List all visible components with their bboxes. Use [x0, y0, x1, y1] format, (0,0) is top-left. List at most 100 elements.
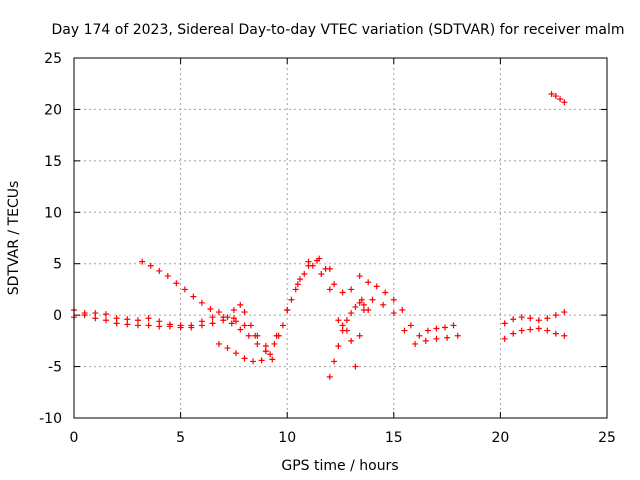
data-point: [254, 332, 261, 339]
data-point: [552, 330, 559, 337]
data-point: [209, 314, 216, 321]
series-track-l: [501, 309, 568, 327]
data-point: [444, 334, 451, 341]
y-tick-label: 25: [44, 51, 62, 67]
data-point: [237, 326, 244, 333]
data-point: [220, 314, 227, 321]
data-point: [190, 293, 197, 300]
data-point: [535, 325, 542, 332]
data-point: [102, 317, 109, 324]
series-track-f: [230, 255, 333, 349]
data-point: [267, 351, 274, 358]
data-point: [548, 91, 555, 97]
data-point: [262, 348, 269, 355]
data-point: [390, 296, 397, 303]
data-point: [177, 322, 184, 329]
y-tick-label: 20: [44, 102, 62, 118]
y-tick-label: -5: [48, 360, 62, 376]
data-point: [156, 323, 163, 330]
data-point: [352, 303, 359, 310]
data-point: [399, 307, 406, 313]
data-point: [198, 322, 205, 329]
data-point: [262, 343, 269, 349]
data-point: [241, 322, 248, 329]
data-point: [450, 322, 457, 329]
data-point: [245, 332, 252, 339]
data-point: [326, 373, 333, 380]
data-point: [454, 332, 461, 339]
data-point: [544, 327, 551, 334]
data-point: [369, 296, 376, 303]
data-point: [343, 327, 350, 334]
data-point: [81, 312, 88, 319]
data-point: [356, 299, 363, 306]
data-point: [527, 315, 534, 322]
data-point: [326, 265, 333, 272]
data-point: [552, 93, 559, 100]
x-tick-label: 5: [176, 430, 185, 446]
data-point: [335, 343, 342, 349]
y-tick-label: 10: [44, 205, 62, 221]
data-point: [102, 311, 109, 318]
data-point: [284, 307, 291, 313]
x-tick-label: 0: [70, 430, 79, 446]
data-point: [352, 363, 359, 370]
data-point: [237, 301, 244, 308]
data-point: [356, 332, 363, 339]
data-point: [348, 286, 355, 293]
plot-frame: [73, 57, 608, 419]
data-point: [271, 340, 278, 347]
series-track-k: [501, 325, 568, 342]
data-point: [561, 99, 568, 106]
data-point: [326, 286, 333, 293]
data-point: [215, 340, 222, 347]
axis-ticks: [73, 57, 608, 419]
data-point: [145, 322, 152, 329]
data-point: [230, 315, 237, 322]
data-point: [305, 258, 312, 265]
data-point: [433, 335, 440, 342]
data-point: [518, 327, 525, 334]
data-point: [288, 296, 295, 303]
series-track-e: [220, 257, 355, 355]
data-point: [561, 332, 568, 339]
data-point: [416, 332, 423, 339]
data-point: [343, 317, 350, 324]
series-track-g: [326, 299, 372, 380]
data-point: [360, 301, 367, 308]
data-point: [339, 289, 346, 296]
data-point: [113, 315, 120, 322]
data-point: [318, 271, 325, 277]
data-point: [279, 322, 286, 329]
x-axis-label: GPS time / hours: [281, 458, 398, 474]
data-point: [233, 350, 240, 357]
data-point: [139, 258, 146, 265]
data-point: [301, 271, 308, 277]
y-tick-label: -10: [39, 411, 62, 427]
data-point: [269, 356, 276, 363]
data-point: [390, 310, 397, 317]
data-point: [134, 317, 141, 324]
data-point: [518, 314, 525, 321]
grid: [74, 58, 607, 418]
series-track-c: [139, 258, 240, 325]
data-point: [254, 340, 261, 347]
data-point: [433, 325, 440, 332]
data-point: [561, 309, 568, 316]
series-track-i: [356, 273, 457, 339]
data-point: [358, 296, 365, 303]
data-point: [412, 340, 419, 347]
data-point: [382, 289, 389, 296]
data-point: [441, 324, 448, 331]
data-point: [241, 309, 248, 316]
series-track-h: [335, 307, 367, 370]
series-track-b: [71, 310, 276, 363]
data-point: [348, 337, 355, 344]
data-point: [92, 315, 99, 322]
data-point: [224, 345, 231, 352]
data-point: [113, 320, 120, 327]
series-track-m: [548, 91, 568, 106]
x-tick-label: 10: [278, 430, 296, 446]
data-point: [173, 280, 180, 287]
